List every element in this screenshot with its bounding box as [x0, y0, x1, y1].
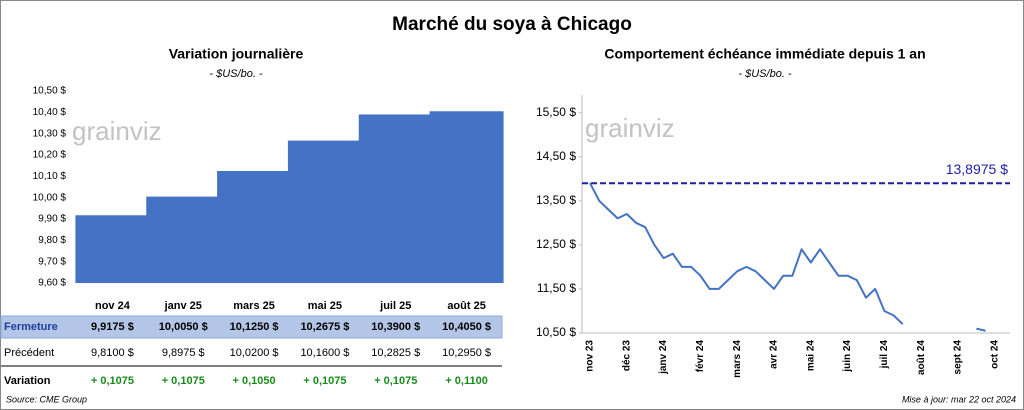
bar	[146, 196, 221, 283]
value-label: 9,9175 $	[91, 321, 134, 333]
x-tick-label: mars 25	[233, 300, 275, 312]
y-tick-label: 11,50 $	[537, 281, 576, 295]
y-tick-label: 10,10 $	[33, 171, 67, 182]
value-label: 10,1250 $	[230, 321, 279, 333]
bar-title: Variation journalière	[169, 46, 304, 62]
bar	[75, 215, 150, 283]
cell: + 0,1075	[374, 375, 417, 387]
y-tick-label: 13,50 $	[536, 193, 576, 207]
x-tick-label: août 25	[447, 300, 486, 312]
x-tick-label: mai 24	[805, 340, 816, 372]
row-label: Fermeture	[4, 321, 58, 333]
cell: + 0,1075	[91, 375, 134, 387]
bar	[217, 171, 292, 283]
x-tick-label: nov 24	[95, 300, 131, 312]
x-tick-label: mai 25	[308, 300, 342, 312]
y-tick-label: 10,00 $	[33, 192, 67, 203]
y-tick-label: 9,80 $	[38, 235, 66, 246]
x-tick-label: juil 25	[379, 300, 411, 312]
bar	[429, 111, 504, 284]
cell: + 0,1075	[162, 375, 205, 387]
y-tick-label: 10,40 $	[33, 107, 67, 118]
cell: 10,0200 $	[230, 347, 279, 359]
y-tick-label: 9,60 $	[38, 278, 66, 289]
line	[589, 182, 986, 332]
y-tick-label: 14,50 $	[536, 149, 576, 163]
value-label: 10,0050 $	[159, 321, 208, 333]
source: Source: CME Group	[6, 394, 87, 404]
y-tick-label: 15,50 $	[536, 105, 576, 119]
watermark: grainviz	[585, 113, 675, 143]
row-bg	[0, 315, 503, 339]
x-tick-label: juil 24	[879, 340, 890, 370]
cell: 10,1600 $	[300, 347, 349, 359]
bar	[358, 114, 433, 283]
cell: + 0,1100	[445, 375, 488, 387]
cell: 10,2825 $	[371, 347, 420, 359]
main-title: Marché du soya à Chicago	[392, 14, 632, 35]
line-title: Comportement échéance immédiate depuis 1…	[604, 46, 925, 62]
cell: + 0,1075	[303, 375, 346, 387]
line-subtitle: - $US/bo. -	[738, 68, 792, 80]
y-tick-label: 9,90 $	[38, 214, 66, 225]
x-tick-label: août 24	[916, 340, 927, 375]
x-tick-label: mars 24	[732, 340, 743, 378]
x-tick-label: sept 24	[953, 340, 964, 375]
cell: 9,8100 $	[91, 347, 134, 359]
y-tick-label: 10,20 $	[33, 150, 67, 161]
y-tick-label: 9,70 $	[38, 256, 66, 267]
x-tick-label: oct 24	[989, 340, 1000, 369]
updated: Mise à jour: mar 22 oct 2024	[902, 394, 1016, 404]
x-tick-label: janv 25	[164, 300, 202, 312]
watermark: grainviz	[72, 116, 162, 146]
x-tick-label: avr 24	[769, 340, 780, 369]
bar	[287, 140, 362, 283]
y-tick-label: 10,50 $	[536, 325, 576, 339]
y-tick-label: 10,30 $	[33, 128, 67, 139]
y-tick-label: 12,50 $	[536, 237, 576, 251]
value-label: 10,4050 $	[442, 321, 491, 333]
x-tick-label: janv 24	[658, 340, 669, 375]
x-tick-label: juin 24	[842, 340, 853, 373]
x-tick-label: févr 24	[695, 340, 706, 373]
cell: + 0,1050	[233, 375, 276, 387]
cell: 10,2950 $	[442, 347, 491, 359]
row-label: Précédent	[4, 347, 54, 359]
x-tick-label: déc 23	[621, 340, 632, 372]
row-label: Variation	[4, 375, 51, 387]
value-label: 10,2675 $	[300, 321, 349, 333]
value-label: 10,3900 $	[371, 321, 420, 333]
cell: 9,8975 $	[162, 347, 205, 359]
reference-label: 13,8975 $	[946, 161, 1008, 177]
y-tick-label: 10,50 $	[33, 86, 67, 97]
x-tick-label: nov 23	[585, 340, 596, 372]
bar-subtitle: - $US/bo. -	[209, 68, 263, 80]
